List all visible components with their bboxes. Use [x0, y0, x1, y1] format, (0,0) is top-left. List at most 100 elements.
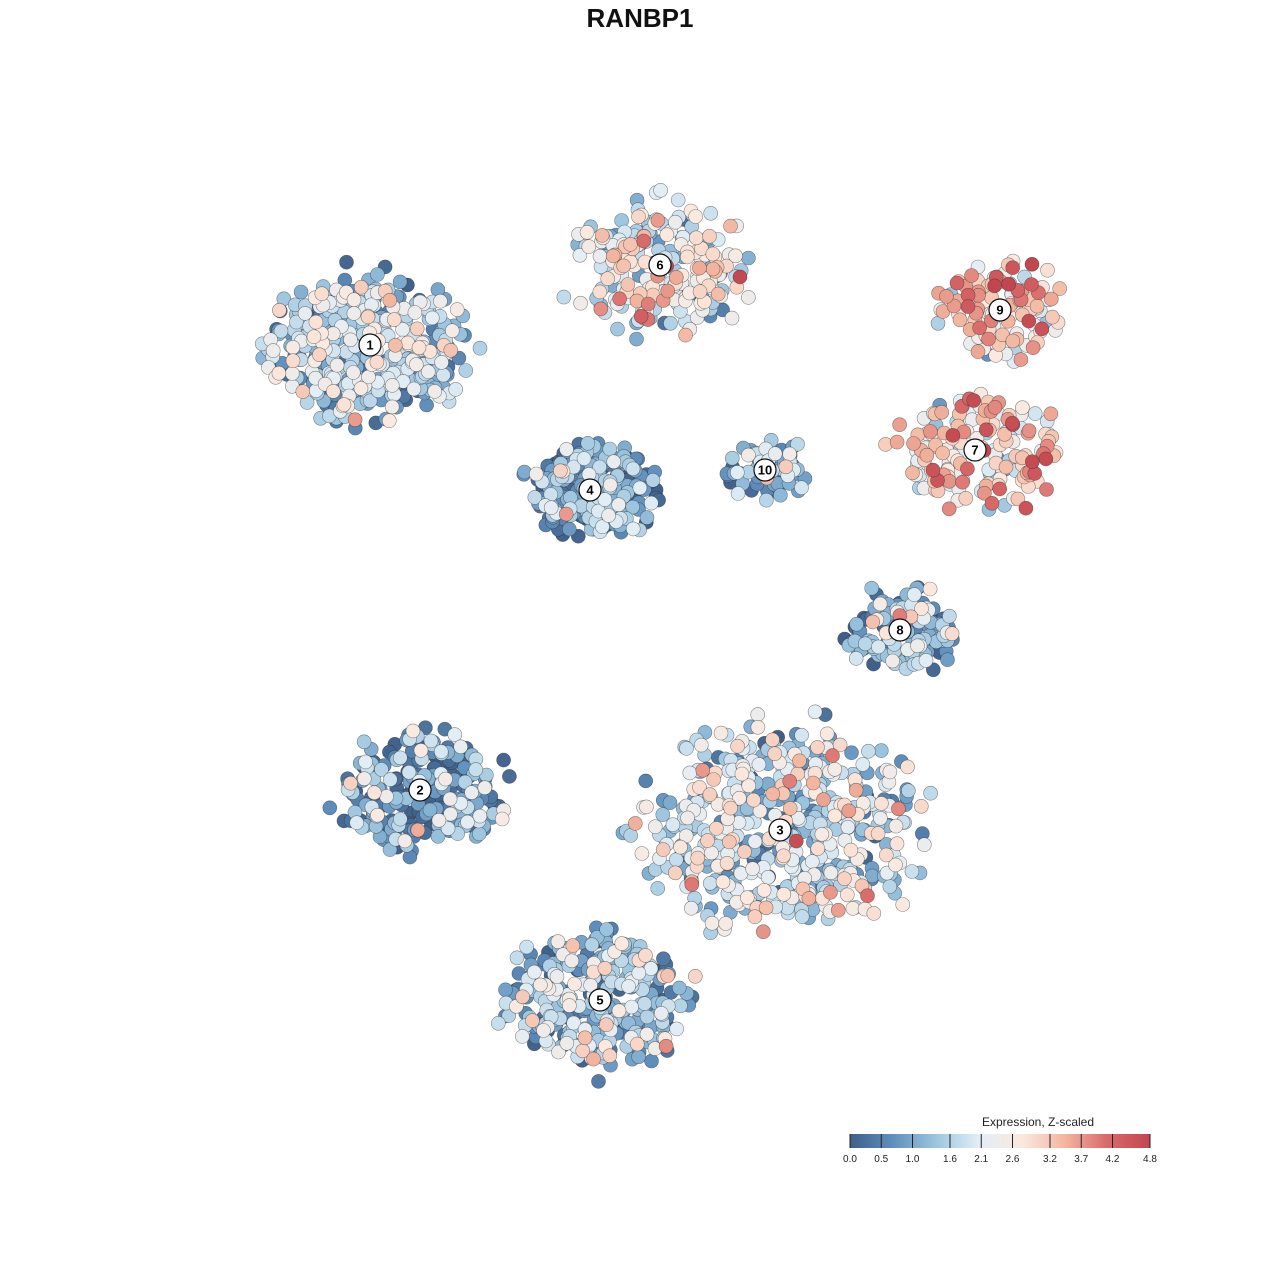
legend-tick-label: 4.8: [1143, 1154, 1157, 1165]
cell-point: [778, 459, 794, 475]
cell-point: [658, 1038, 674, 1054]
cell-point: [409, 321, 425, 337]
cell-point: [434, 355, 449, 370]
cell-point: [1015, 400, 1030, 416]
cell-point: [559, 442, 574, 457]
cell-point: [601, 508, 616, 523]
cell-point: [490, 1015, 506, 1031]
cluster-label-10: 10: [753, 458, 777, 482]
cell-point: [767, 746, 783, 762]
cluster-label-text: 4: [586, 483, 594, 498]
cell-point: [1013, 352, 1029, 367]
cell-point: [1039, 482, 1054, 497]
cell-point: [358, 754, 373, 770]
cell-point: [581, 239, 597, 254]
cell-point: [289, 314, 304, 330]
cell-point: [382, 772, 398, 787]
cell-point: [794, 727, 809, 743]
cell-point: [745, 861, 760, 877]
cell-point: [758, 900, 774, 916]
cell-point: [906, 436, 921, 451]
cell-point: [805, 775, 821, 791]
cell-point: [972, 320, 987, 336]
cell-point: [922, 581, 938, 597]
cell-point: [814, 826, 830, 842]
cell-point: [528, 466, 544, 482]
cell-point: [526, 964, 542, 980]
cell-point: [408, 357, 424, 372]
cell-point: [325, 384, 341, 399]
cell-point: [312, 347, 327, 363]
cell-point: [750, 719, 766, 735]
cell-point: [942, 608, 957, 624]
cell-point: [721, 834, 737, 850]
cell-point: [767, 446, 783, 462]
cell-point: [679, 741, 694, 756]
cell-point: [349, 815, 365, 831]
cell-point: [827, 808, 843, 824]
cell-point: [888, 818, 904, 834]
cell-point: [667, 214, 683, 230]
cell-point: [650, 213, 666, 228]
cell-point: [889, 434, 905, 450]
cell-point: [662, 795, 678, 811]
cell-point: [741, 778, 757, 794]
cell-point: [362, 393, 378, 409]
cluster-label-badge: [988, 298, 1012, 322]
cell-point: [872, 596, 888, 612]
cell-point: [1010, 491, 1026, 507]
cluster-label-text: 1: [366, 338, 373, 353]
cluster-label-5: 5: [588, 988, 612, 1012]
cell-point: [397, 833, 413, 849]
cell-point: [346, 292, 362, 308]
cell-point: [848, 782, 864, 798]
cell-point: [424, 310, 440, 326]
cell-point: [906, 587, 922, 602]
cell-point: [741, 250, 756, 266]
cell-point: [453, 739, 469, 755]
cell-point: [667, 865, 683, 881]
cell-point: [629, 1036, 645, 1052]
cell-point: [384, 378, 400, 393]
cell-point: [788, 833, 804, 849]
cell-point: [564, 953, 580, 969]
legend-tick-label: 4.2: [1106, 1154, 1120, 1165]
cell-point: [944, 626, 960, 642]
cell-point: [840, 819, 856, 835]
cell-point: [790, 436, 805, 452]
cell-point: [844, 745, 859, 761]
cell-point: [339, 254, 354, 270]
cluster-label-badge: [358, 333, 382, 357]
cell-point: [468, 762, 484, 777]
cell-point: [599, 922, 614, 937]
cell-point: [639, 799, 654, 815]
cell-point: [314, 286, 330, 302]
legend-tick-label: 3.7: [1074, 1154, 1088, 1165]
cell-point: [923, 785, 938, 801]
legend-tick-label: 2.6: [1006, 1154, 1020, 1165]
cell-point: [819, 726, 835, 742]
cell-point: [987, 400, 1003, 415]
cell-point: [750, 707, 766, 722]
cluster-label-4: 4: [578, 478, 602, 502]
cell-point: [702, 228, 717, 244]
cell-point: [977, 485, 992, 501]
cell-point: [692, 284, 708, 299]
cell-point: [816, 792, 831, 807]
cell-point: [625, 461, 641, 477]
cell-point: [706, 772, 721, 787]
cell-point: [1024, 256, 1040, 272]
cell-point: [705, 246, 721, 262]
cell-point: [605, 248, 621, 264]
cell-point: [839, 887, 855, 903]
cell-point: [719, 855, 735, 871]
cell-point: [724, 450, 740, 466]
cell-point: [556, 289, 572, 305]
cell-point: [502, 769, 517, 784]
cell-point: [527, 490, 543, 505]
cell-point: [941, 501, 957, 517]
cell-point: [904, 864, 920, 879]
cell-point: [684, 877, 700, 892]
cell-point: [670, 192, 686, 208]
cell-point: [579, 225, 595, 240]
